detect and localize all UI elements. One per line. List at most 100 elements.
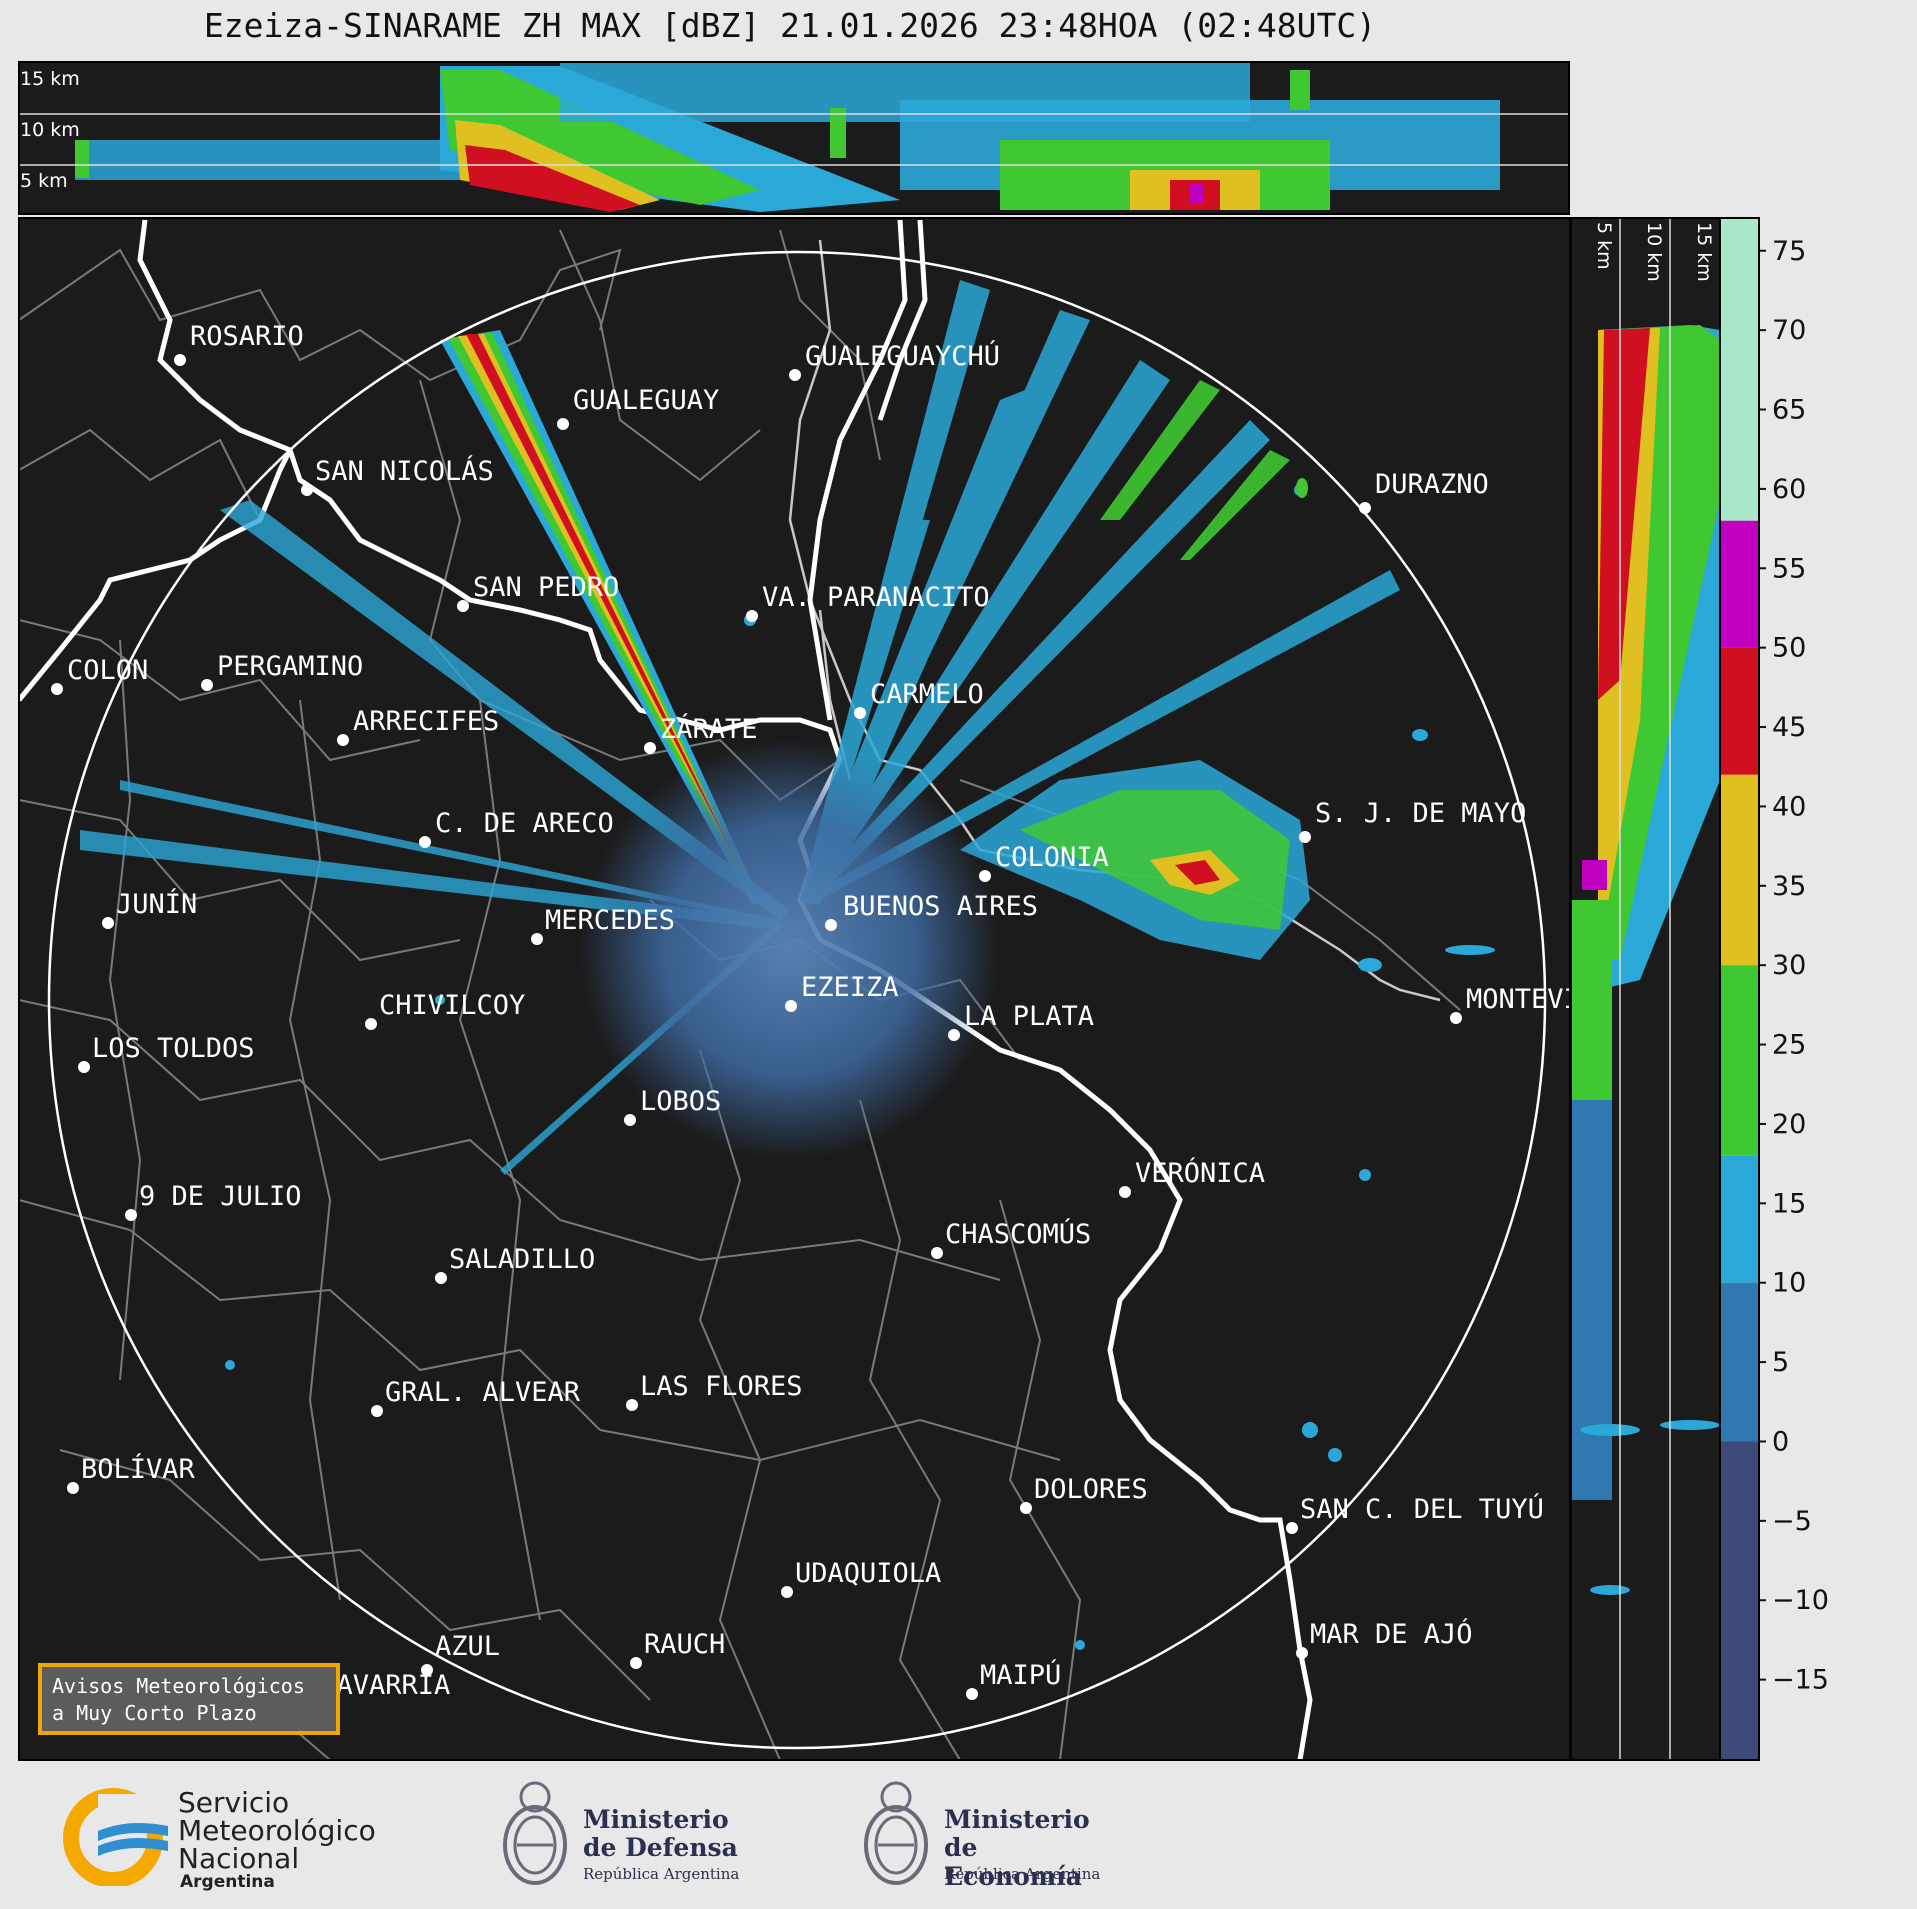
city-label: MAIPÚ	[980, 1659, 1061, 1691]
city-label: ARRECIFES	[353, 706, 499, 737]
city-dot	[626, 1399, 638, 1411]
colorbar-tick-label: 70	[1772, 315, 1806, 346]
city-dot	[1299, 831, 1311, 843]
colorbar-band	[1721, 965, 1758, 1156]
city-label: SAN NICOLÁS	[315, 455, 494, 487]
side-height-label-10: 10 km	[1643, 222, 1665, 282]
city-dot	[201, 679, 213, 691]
city-label: DURAZNO	[1375, 469, 1489, 500]
colorbar-band	[1721, 520, 1758, 648]
smn-emblem-icon	[63, 1788, 178, 1886]
city-label: BOLÍVAR	[81, 1453, 196, 1485]
colorbar-band	[1721, 219, 1758, 521]
city-dot	[746, 610, 758, 622]
city-dot	[125, 1209, 137, 1221]
city-label: CHASCOMÚS	[945, 1218, 1091, 1250]
colorbar-tick-label: 0	[1772, 1426, 1789, 1457]
top-height-label-5: 5 km	[20, 170, 68, 192]
side-cross-section-echoes	[1572, 325, 1720, 1595]
economia-line1: Ministerio	[944, 1805, 1090, 1834]
coat-of-arms-icon	[864, 1781, 928, 1885]
economia-logo: Ministerio de Economía República Argenti…	[856, 1775, 1116, 1895]
colorbar-tick-label: −5	[1772, 1506, 1812, 1537]
city-dot	[1020, 1502, 1032, 1514]
city-label: VERÓNICA	[1135, 1157, 1265, 1189]
city-label: MAR DE AJÓ	[1310, 1618, 1473, 1650]
city-dot	[337, 734, 349, 746]
colorbar-tick-label: 45	[1772, 712, 1806, 743]
smn-line4: Argentina	[180, 1872, 275, 1892]
city-dot	[435, 1272, 447, 1284]
defensa-line3: República Argentina	[583, 1865, 740, 1883]
colorbar-tick-label: 40	[1772, 791, 1806, 822]
city-label: GUALEGUAY	[573, 385, 719, 416]
city-label: AZUL	[435, 1631, 500, 1662]
city-markers: ROSARIO GUALEGUAYCHÚ GUALEGUAY SAN NICOLÁS D…	[51, 321, 1569, 1715]
city-label: CARMELO	[870, 679, 984, 710]
economia-line2: de Economía	[944, 1833, 1082, 1891]
city-dot	[1119, 1186, 1131, 1198]
city-label: COLON	[67, 655, 148, 686]
city-dot	[419, 836, 431, 848]
economia-line3: República Argentina	[944, 1865, 1101, 1883]
city-dot	[557, 418, 569, 430]
colorbar-tick-label: 65	[1772, 395, 1806, 426]
city-dot	[1286, 1522, 1298, 1534]
city-dot	[931, 1247, 943, 1259]
city-label: PERGAMINO	[217, 651, 363, 682]
city-dot	[421, 1664, 433, 1676]
radar-echoes	[80, 280, 1495, 1650]
side-height-label-15: 15 km	[1693, 222, 1715, 282]
colorbar-band	[1721, 1155, 1758, 1283]
side-height-label-5: 5 km	[1593, 222, 1615, 270]
city-label: RAUCH	[644, 1629, 725, 1660]
city-label: GRAL. ALVEAR	[385, 1377, 581, 1408]
avisos-box[interactable]: Avisos Meteorológicos a Muy Corto Plazo	[38, 1663, 340, 1735]
map-panel-frame	[18, 217, 1571, 1761]
colorbar-band	[1721, 774, 1758, 966]
colorbar-tick-label: 10	[1772, 1268, 1806, 1299]
city-label: VA. PARANACITO	[762, 582, 990, 613]
city-dot	[1450, 1012, 1462, 1024]
city-label: LOS TOLDOS	[92, 1033, 255, 1064]
city-dot	[825, 919, 837, 931]
city-dot	[624, 1114, 636, 1126]
city-label: LOBOS	[640, 1086, 721, 1117]
city-dot	[67, 1482, 79, 1494]
city-dot	[457, 600, 469, 612]
city-label: SALADILLO	[449, 1244, 595, 1275]
city-dot	[174, 354, 186, 366]
defensa-line2: de Defensa	[583, 1833, 738, 1862]
city-label: LAS FLORES	[640, 1371, 803, 1402]
colorbar-frame	[1719, 217, 1760, 1761]
colorbar-tick-label: 25	[1772, 1030, 1806, 1061]
range-ring	[47, 250, 1547, 1750]
defensa-line1: Ministerio	[583, 1805, 729, 1834]
colorbar-tick-label: 30	[1772, 950, 1806, 981]
colorbar-tick-label: −10	[1772, 1585, 1829, 1616]
city-label: 9 DE JULIO	[139, 1181, 302, 1212]
city-dot	[365, 1018, 377, 1030]
city-dot	[781, 1586, 793, 1598]
city-dot	[1359, 502, 1371, 514]
defensa-logo: Ministerio de Defensa República Argentin…	[495, 1775, 755, 1895]
city-label: JUNÍN	[116, 888, 197, 920]
city-label: BUENOS AIRES	[843, 891, 1038, 922]
city-label: S. J. DE MAYO	[1315, 798, 1526, 829]
city-label: SAN C. DEL TUYÚ	[1300, 1493, 1544, 1525]
city-label: C. DE ARECO	[435, 808, 614, 839]
top-height-label-10: 10 km	[20, 119, 80, 141]
city-dot	[785, 1000, 797, 1012]
city-label: ROSARIO	[190, 321, 304, 352]
city-dot	[966, 1688, 978, 1700]
colorbar-tick-label: −15	[1772, 1665, 1829, 1696]
city-dot	[1296, 1647, 1308, 1659]
avisos-line1: Avisos Meteorológicos	[52, 1674, 305, 1698]
colorbar-tick-label: 60	[1772, 474, 1806, 505]
city-dot	[789, 369, 801, 381]
colorbar-band	[1721, 647, 1758, 775]
colorbar-tick-label: 55	[1772, 553, 1806, 584]
city-label: SAN PEDRO	[473, 572, 619, 603]
colorbar-tick-label: 5	[1772, 1347, 1789, 1378]
